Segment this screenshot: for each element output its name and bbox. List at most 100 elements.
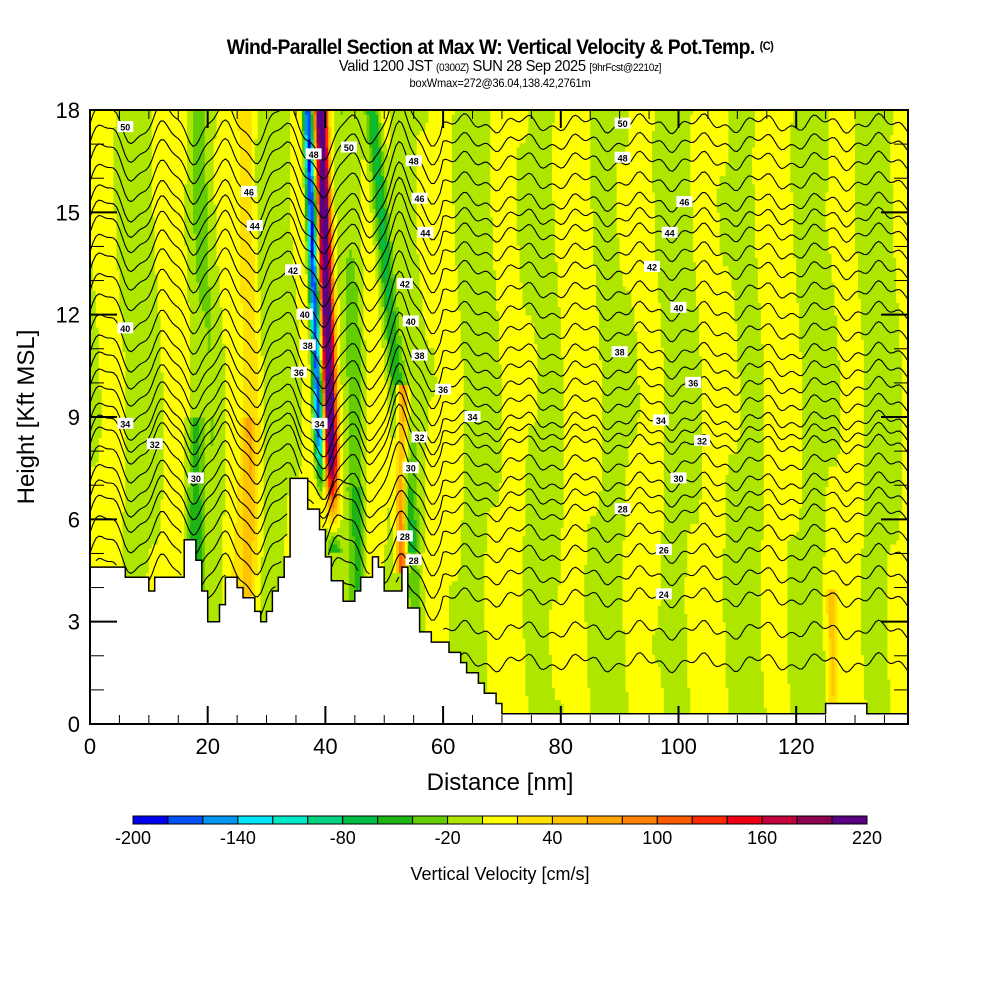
field-cell — [93, 511, 97, 516]
field-cell — [161, 556, 165, 561]
field-cell — [181, 155, 185, 160]
field-cell — [149, 302, 153, 307]
field-cell — [99, 167, 103, 172]
field-cell — [140, 446, 144, 451]
field-cell — [99, 343, 103, 348]
field-cell — [155, 307, 159, 312]
field-cell — [114, 233, 118, 238]
field-cell — [149, 262, 153, 267]
field-cell — [169, 536, 173, 541]
field-cell — [105, 192, 109, 197]
field-cell — [140, 487, 144, 492]
field-cell — [93, 262, 97, 267]
field-cell — [125, 298, 129, 303]
field-cell — [119, 519, 123, 524]
field-cell — [175, 478, 179, 483]
field-cell — [169, 135, 173, 140]
field-cell — [149, 225, 153, 230]
field-cell — [161, 388, 165, 393]
field-cell — [181, 347, 185, 352]
field-cell — [119, 302, 123, 307]
field-cell — [105, 122, 109, 127]
field-cell — [114, 302, 118, 307]
field-cell — [99, 421, 103, 426]
field-cell — [140, 462, 144, 467]
field-cell — [175, 536, 179, 541]
field-cell — [99, 221, 103, 226]
field-cell — [161, 519, 165, 524]
field-cell — [105, 118, 109, 123]
field-cell — [169, 446, 173, 451]
field-cell — [119, 339, 123, 344]
field-cell — [169, 552, 173, 557]
field-cell — [155, 262, 159, 267]
field-cell — [140, 143, 144, 148]
field-cell — [99, 126, 103, 131]
field-cell — [134, 221, 138, 226]
field-cell — [119, 262, 123, 267]
field-cell — [99, 225, 103, 230]
field-cell — [105, 155, 109, 160]
field-cell — [134, 413, 138, 418]
field-cell — [155, 286, 159, 291]
field-cell — [161, 257, 165, 262]
field-cell — [175, 552, 179, 557]
field-cell — [175, 515, 179, 520]
field-cell — [105, 114, 109, 119]
field-cell — [134, 519, 138, 524]
field-cell — [114, 286, 118, 291]
field-cell — [140, 327, 144, 332]
field-cell — [114, 176, 118, 181]
field-cell — [105, 135, 109, 140]
field-cell — [169, 118, 173, 123]
field-cell — [99, 147, 103, 152]
field-cell — [161, 384, 165, 389]
field-cell — [99, 458, 103, 463]
field-cell — [105, 159, 109, 164]
field-cell — [99, 356, 103, 361]
field-cell — [105, 360, 109, 365]
field-cell — [161, 302, 165, 307]
field-cell — [134, 540, 138, 545]
field-cell — [140, 180, 144, 185]
field-cell — [105, 302, 109, 307]
field-cell — [155, 528, 159, 533]
field-cell — [125, 372, 129, 377]
field-cell — [125, 208, 129, 213]
field-cell — [93, 438, 97, 443]
field-cell — [119, 167, 123, 172]
field-cell — [119, 392, 123, 397]
field-cell — [114, 331, 118, 336]
field-cell — [99, 262, 103, 267]
field-cell — [125, 409, 129, 414]
field-cell — [175, 487, 179, 492]
field-cell — [105, 290, 109, 295]
field-cell — [169, 139, 173, 144]
field-cell — [181, 188, 185, 193]
field-cell — [114, 380, 118, 385]
field-cell — [99, 151, 103, 156]
field-cell — [161, 483, 165, 488]
field-cell — [149, 257, 153, 262]
field-cell — [169, 532, 173, 537]
field-cell — [149, 569, 153, 574]
field-cell — [93, 327, 97, 332]
field-cell — [161, 429, 165, 434]
field-cell — [134, 331, 138, 336]
field-cell — [99, 364, 103, 369]
field-cell — [169, 380, 173, 385]
field-cell — [181, 507, 185, 512]
field-cell — [169, 528, 173, 533]
field-cell — [175, 462, 179, 467]
field-cell — [175, 401, 179, 406]
field-cell — [161, 339, 165, 344]
field-cell — [149, 491, 153, 496]
field-cell — [161, 466, 165, 471]
field-cell — [93, 266, 97, 271]
field-cell — [140, 495, 144, 500]
field-cell — [161, 229, 165, 234]
field-cell — [140, 552, 144, 557]
field-cell — [99, 433, 103, 438]
field-cell — [155, 380, 159, 385]
field-cell — [149, 135, 153, 140]
